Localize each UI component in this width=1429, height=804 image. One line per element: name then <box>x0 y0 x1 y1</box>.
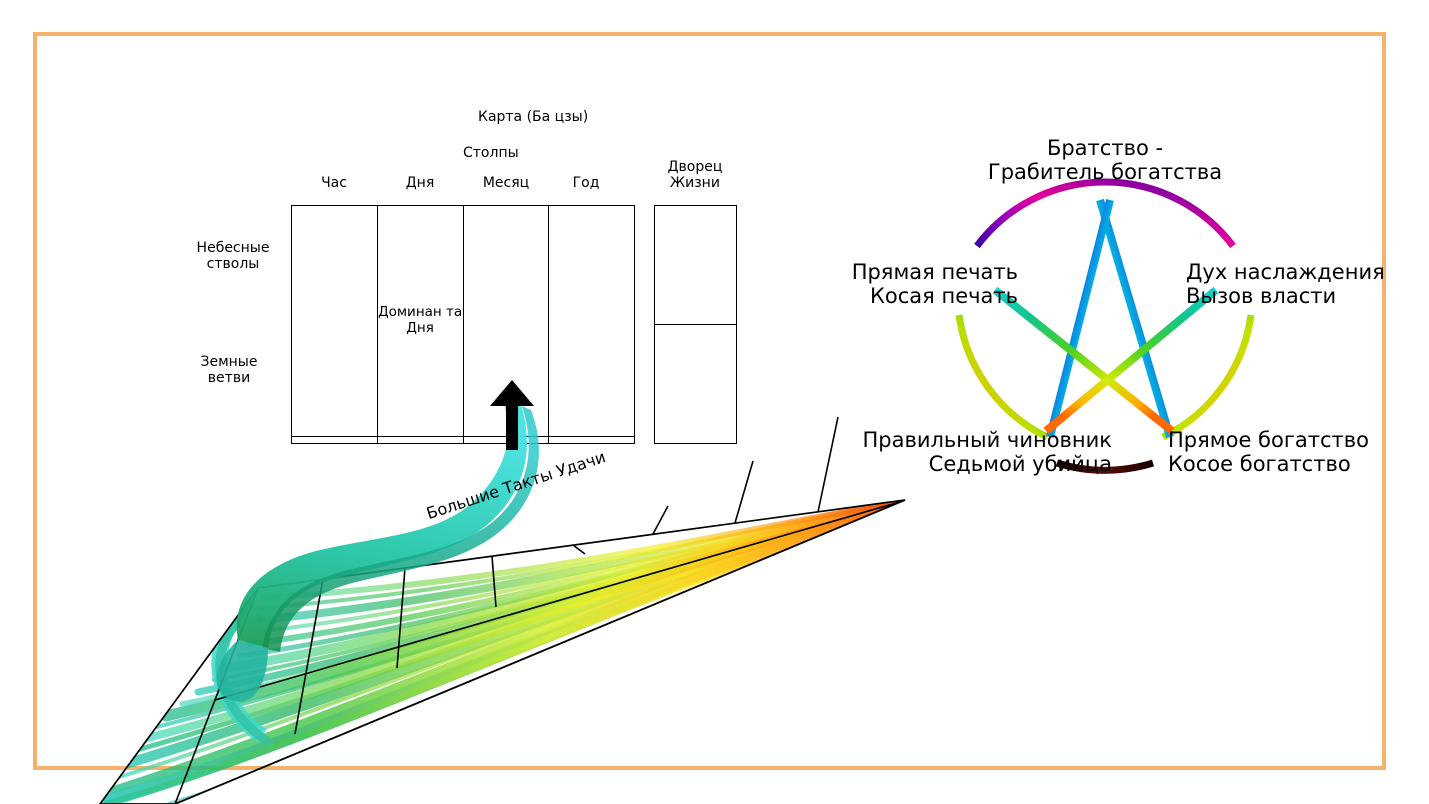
cell-palace-branch[interactable] <box>654 324 737 444</box>
palace-of-life-label: Дворец Жизни <box>667 159 723 191</box>
cell-branches-hour[interactable] <box>291 435 378 445</box>
cell-stems-day[interactable]: Доминан та Дня <box>376 205 464 437</box>
table-row <box>291 435 635 445</box>
palace-of-life-table[interactable] <box>654 205 737 444</box>
cell-stems-month[interactable] <box>462 205 550 437</box>
arc-top <box>974 178 1236 249</box>
arc-left <box>955 314 1049 441</box>
luck-ribbon-tail <box>216 640 268 702</box>
bazi-pillars-table[interactable]: Доминан та Дня <box>291 205 635 445</box>
cell-branches-day[interactable] <box>376 435 464 445</box>
pentagram-label-top: Братство - Грабитель богатства <box>987 136 1223 185</box>
cell-palace-stem[interactable] <box>654 205 737 325</box>
pentagram-label-left: Прямая печать Косая печать <box>851 260 1018 309</box>
row-label-heavenly-stems: Небесные стволы <box>196 240 270 272</box>
cell-stems-year[interactable] <box>548 205 635 437</box>
cell-branches-month[interactable] <box>462 435 550 445</box>
luck-periods-label: Большие Такты Удачи <box>424 447 608 524</box>
column-header-year: Год <box>572 175 600 191</box>
column-header-hour: Час <box>321 175 347 191</box>
pentagram-label-bottom-right: Прямое богатство Косое богатство <box>1168 428 1369 477</box>
table-row <box>654 324 737 444</box>
column-header-day: Дня <box>405 175 435 191</box>
pillars-label: Столпы <box>463 145 519 161</box>
chart-title: Карта (Ба цзы) <box>478 109 589 125</box>
table-row <box>654 205 737 325</box>
table-row: Доминан та Дня <box>291 205 635 437</box>
star-edge-top-bottomleft <box>1046 199 1114 438</box>
cell-stems-hour[interactable] <box>291 205 378 437</box>
star-edge-top-bottomright <box>1096 198 1174 439</box>
cell-branches-year[interactable] <box>548 435 635 445</box>
pentagram-label-right: Дух наслаждения Вызов власти <box>1186 260 1385 309</box>
arc-right <box>1161 314 1255 441</box>
row-label-earthly-branches: Земные ветви <box>200 354 258 386</box>
pentagram-label-bottom-left: Правильный чиновник Седьмой убийца <box>862 428 1112 477</box>
column-header-month: Месяц <box>482 175 530 191</box>
star-edge-left-bottomright <box>992 286 1175 435</box>
star-edge-right-bottomleft <box>1043 286 1219 435</box>
